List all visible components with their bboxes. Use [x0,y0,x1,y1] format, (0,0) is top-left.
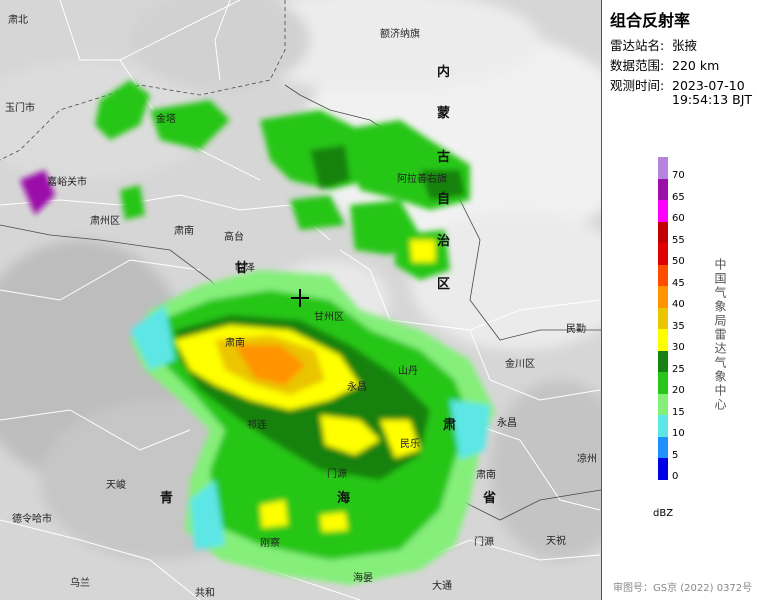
range-label: 数据范围: [610,58,665,73]
place-label: 民勤 [566,324,586,335]
place-label: 临泽 [235,263,255,274]
place-label: 凉州 [577,454,597,465]
region-label: 治 [437,234,451,249]
legend-swatch [658,458,668,480]
place-label: 肃南 [225,338,245,349]
place-label: 天峻 [106,480,126,491]
product-title: 组合反射率 [610,11,691,30]
legend-swatch [658,350,668,372]
station-row: 雷达站名: 张掖 [610,35,697,54]
place-label: 永昌 [347,382,367,393]
range-value: 220 km [672,58,720,73]
region-label: 蒙 [437,106,451,121]
legend-tick-label: 45 [672,277,685,289]
legend-swatch [658,157,668,179]
place-label: 大通 [432,581,452,592]
legend-tick-label: 5 [672,449,679,461]
review-number: 审图号：GS京 (2022) 0372号 [613,583,753,594]
region-label: 区 [437,277,451,292]
place-label: 玉门市 [5,103,35,114]
legend-unit: dBZ [653,508,674,519]
place-label: 乌兰 [70,578,90,589]
place-label: 嘉峪关市 [47,177,87,188]
place-label: 金塔 [156,114,176,125]
place-label: 高台 [224,232,244,243]
station-label: 雷达站名: [610,38,665,53]
place-label: 金川区 [505,359,535,370]
place-label: 海晏 [353,573,373,584]
legend-swatch [658,221,668,243]
radar-echo-layer [20,80,495,585]
place-label: 刚察 [260,538,280,549]
region-label: 青 [160,491,174,506]
legend-tick-label: 25 [672,363,685,375]
place-label: 肃州区 [90,216,120,227]
legend-tick-label: 55 [672,234,685,246]
legend-tick-label: 40 [672,299,685,310]
place-label: 门源 [474,537,494,548]
region-label: 海 [337,491,351,506]
map-background [0,0,601,600]
radar-site-marker [291,289,309,307]
dbz-color-legend [658,157,668,480]
place-label: 山丹 [398,366,418,377]
place-label: 肃南 [174,226,194,237]
legend-tick-label: 50 [672,256,685,267]
legend-swatch [658,329,668,351]
legend-swatch [658,436,668,458]
legend-swatch [658,393,668,415]
legend-swatch [658,372,668,394]
place-label: 门源 [327,469,347,480]
time-label: 观测时间: [610,78,665,93]
legend-swatch [658,200,668,222]
legend-tick-label: 35 [672,320,685,332]
region-label: 古 [437,150,451,165]
time-date: 2023-07-10 [672,78,745,93]
place-label: 天祝 [546,536,566,547]
place-label: 阿拉善右旗 [397,174,447,185]
legend-tick-label: 30 [672,342,685,353]
time-row: 观测时间: 2023-07-10 [610,75,745,94]
place-label: 额济纳旗 [380,29,420,40]
place-label: 肃南 [476,470,496,481]
time-clock: 19:54:13 BJT [672,92,753,107]
region-label: 省 [483,491,497,506]
legend-swatch [658,243,668,265]
place-label: 共和 [195,588,215,599]
legend-tick-label: 60 [672,213,685,224]
legend-tick-label: 10 [672,428,685,439]
radar-map[interactable]: 肃北 额济纳旗 玉门市 金塔 嘉峪关市 阿拉善右旗 肃州区 肃南 高台 临泽 甘州区 民勤 肃南 山丹 金川… [0,0,601,600]
place-label: 甘州区 [314,312,344,323]
legend-tick-label: 70 [672,170,685,181]
legend-swatch [658,178,668,200]
legend-swatch [658,264,668,286]
county-boundaries [0,0,601,600]
legend-tick-label: 0 [672,471,679,482]
region-label: 肃 [443,418,457,433]
info-panel: 组合反射率 雷达站名: 张掖 数据范围: 220 km 观测时间: 2023-07-1… [601,0,757,600]
legend-swatch [658,286,668,308]
range-row: 数据范围: 220 km [610,55,719,74]
region-label: 甘 [235,261,249,276]
agency-label: 中国气象局雷达气象中心 [713,258,727,412]
place-label: 肃北 [8,15,28,26]
legend-swatch [658,415,668,437]
legend-tick-label: 20 [672,385,685,396]
region-label: 自 [437,192,451,207]
place-label: 永昌 [497,418,517,429]
legend-tick-label: 65 [672,191,685,203]
place-label: 民乐 [400,439,420,450]
station-value: 张掖 [672,38,698,53]
place-label: 德令哈市 [12,514,52,525]
region-label: 内 [437,65,451,80]
legend-tick-label: 15 [672,406,685,418]
legend-swatch [658,307,668,329]
place-label: 祁连 [247,420,267,431]
